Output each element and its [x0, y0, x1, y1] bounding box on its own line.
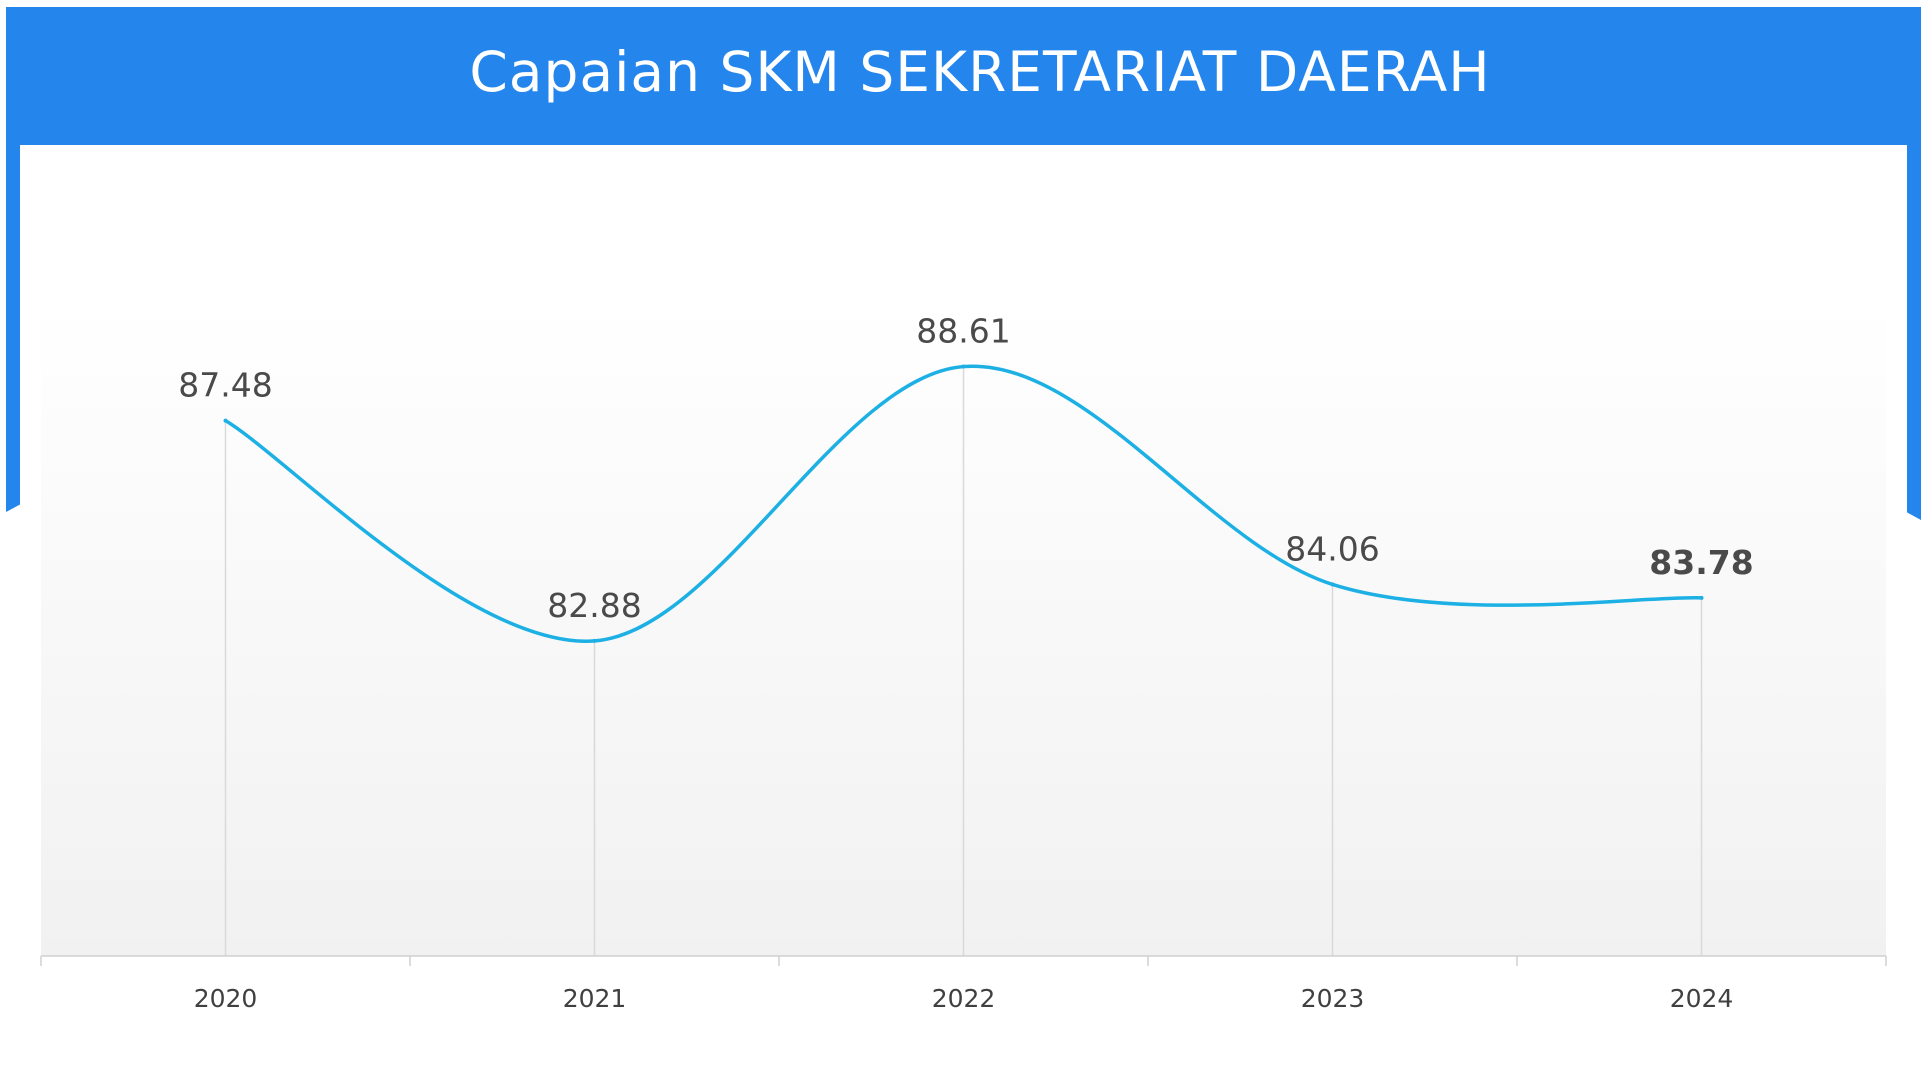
data-point-2022: [961, 364, 966, 369]
chart-title: Capaian SKM SEKRETARIAT DAERAH: [469, 40, 1491, 104]
left-accent: [6, 140, 20, 512]
data-point-2020: [223, 418, 228, 423]
header-band: [6, 7, 1921, 145]
data-label-2021: 82.88: [547, 586, 641, 625]
data-point-2024: [1699, 595, 1704, 600]
x-tick-label-2022: 2022: [932, 984, 996, 1013]
right-accent: [1907, 140, 1921, 520]
data-label-2020: 87.48: [178, 366, 272, 405]
data-point-2021: [592, 638, 597, 643]
data-point-2023: [1330, 582, 1335, 587]
data-label-2022: 88.61: [916, 312, 1010, 351]
x-tick-label-2021: 2021: [563, 984, 627, 1013]
data-label-2023: 84.06: [1285, 529, 1379, 568]
data-label-2024: 83.78: [1649, 543, 1753, 582]
x-tick-label-2020: 2020: [194, 984, 258, 1013]
x-tick-label-2024: 2024: [1670, 984, 1734, 1013]
series-line: [223, 364, 1704, 643]
x-tick-label-2023: 2023: [1301, 984, 1365, 1013]
